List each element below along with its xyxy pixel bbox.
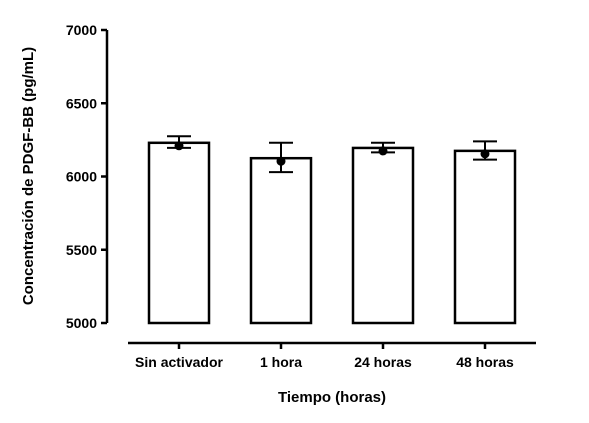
x-tick-label: 48 horas (456, 354, 514, 370)
bar (453, 149, 517, 325)
bar (351, 146, 415, 325)
bars (147, 141, 517, 325)
y-tick-label: 5500 (66, 242, 97, 258)
x-axis: Sin activador 1 hora 24 horas 48 horas (128, 341, 536, 370)
mean-marker (174, 141, 184, 151)
bar (147, 141, 211, 325)
y-tick-label: 6000 (66, 169, 97, 185)
bar (249, 156, 313, 325)
x-tick-label: Sin activador (135, 354, 223, 370)
mean-marker (276, 156, 286, 166)
mean-marker (480, 149, 490, 159)
y-axis-title: Concentración de PDGF-BB (pg/mL) (20, 47, 37, 305)
y-tick-label: 7000 (66, 22, 97, 38)
x-tick-label: 24 horas (354, 354, 412, 370)
y-axis: 5000 5500 6000 6500 7000 (66, 22, 109, 331)
x-tick-label: 1 hora (260, 354, 302, 370)
x-axis-title: Tiempo (horas) (278, 389, 386, 406)
y-tick-label: 6500 (66, 95, 97, 111)
y-tick-label: 5000 (66, 315, 97, 331)
error-bars (167, 135, 497, 174)
mean-marker (378, 146, 388, 156)
